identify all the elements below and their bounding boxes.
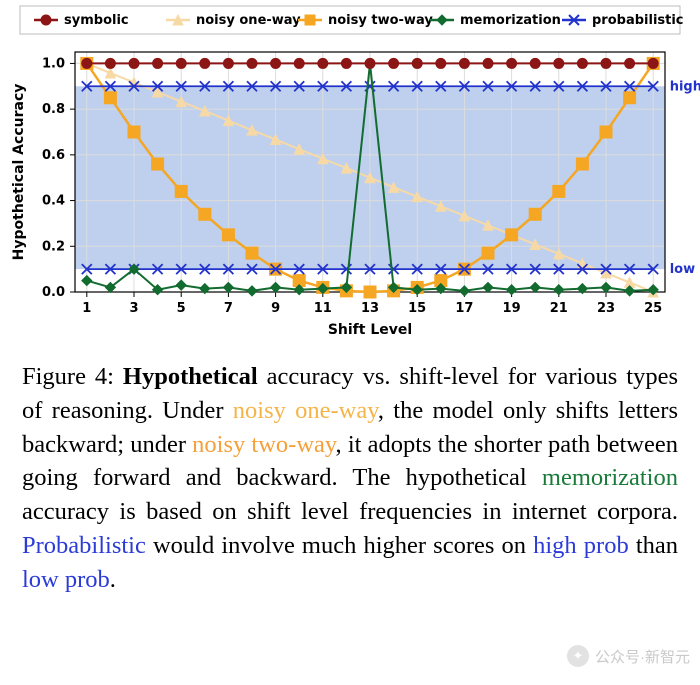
svg-text:7: 7 [224,301,233,316]
svg-text:low prob: low prob [670,262,700,277]
svg-text:symbolic: symbolic [64,13,129,28]
svg-text:Shift Level: Shift Level [328,322,412,338]
figure-caption: Figure 4: Hypothetical accuracy vs. shif… [0,340,700,597]
svg-text:0.4: 0.4 [42,194,65,209]
watermark: ✦ 公众号·新智元 [567,645,690,667]
caption-noisy-one-way: noisy one-way [233,397,378,424]
svg-text:memorization: memorization [460,13,561,28]
svg-text:11: 11 [314,301,332,316]
svg-text:0.8: 0.8 [42,102,65,117]
caption-low-prob: low prob [22,566,110,593]
svg-text:0.2: 0.2 [42,239,65,254]
svg-text:9: 9 [271,301,280,316]
svg-text:17: 17 [455,301,473,316]
accuracy-chart: 1357911131517192123250.00.20.40.60.81.0S… [0,0,700,340]
caption-noisy-two-way-a: noisy two- [192,431,296,458]
svg-text:probabilistic: probabilistic [592,13,684,28]
svg-text:noisy one-way: noisy one-way [196,13,301,28]
watermark-label: 公众号·新智元 [595,646,690,667]
svg-text:Hypothetical Accuracy: Hypothetical Accuracy [11,84,27,261]
caption-noisy-two-way-b: way [296,431,335,458]
caption-prefix: Figure 4: [22,363,123,390]
svg-text:13: 13 [361,301,379,316]
svg-text:5: 5 [177,301,186,316]
caption-seg7: . [110,566,116,593]
svg-text:3: 3 [129,301,138,316]
svg-text:21: 21 [550,301,568,316]
chart-container: 1357911131517192123250.00.20.40.60.81.0S… [0,0,700,340]
svg-text:23: 23 [597,301,615,316]
wechat-icon: ✦ [567,645,589,667]
caption-high-prob: high prob [533,532,629,559]
caption-memorization: memorization [542,464,678,491]
svg-text:25: 25 [644,301,662,316]
caption-probabilistic: Probabilistic [22,532,146,559]
caption-seg5: would involve much higher scores on [146,532,533,559]
caption-seg6: than [629,532,678,559]
svg-text:noisy two-way: noisy two-way [328,13,433,28]
svg-text:1: 1 [82,301,91,316]
svg-text:1.0: 1.0 [42,56,65,71]
svg-text:high prob: high prob [670,79,700,94]
svg-text:15: 15 [408,301,426,316]
legend: symbolic noisy one-way noisy two-way memori… [20,6,684,34]
svg-text:0.6: 0.6 [42,148,65,163]
caption-seg4: accuracy is based on shift level frequen… [22,498,678,525]
svg-text:0.0: 0.0 [42,285,65,300]
svg-text:19: 19 [503,301,521,316]
caption-bold: Hypothetical [123,363,258,390]
